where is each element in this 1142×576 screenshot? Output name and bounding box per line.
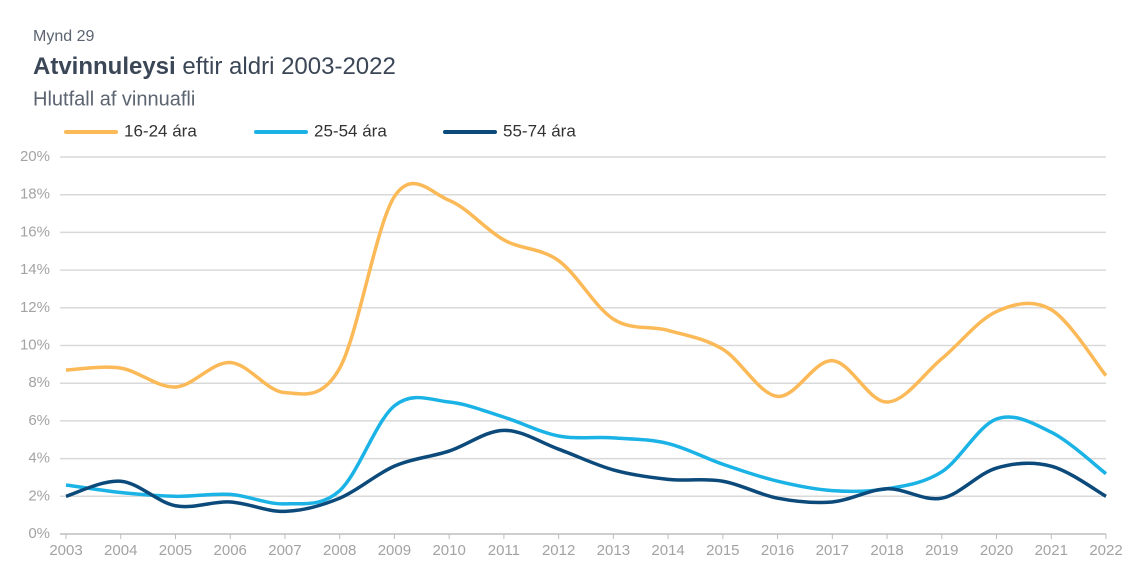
x-tick-label: 2015 (706, 542, 739, 559)
x-tick-label: 2010 (432, 542, 465, 559)
y-tick-label: 10% (20, 336, 50, 353)
x-tick-label: 2007 (268, 542, 301, 559)
x-tick-label: 2021 (1035, 542, 1068, 559)
legend-label: 16-24 ára (124, 121, 197, 140)
x-tick-label: 2016 (761, 542, 794, 559)
y-tick-label: 4% (28, 450, 50, 467)
y-tick-label: 16% (20, 223, 50, 240)
series-line (65, 181, 1108, 404)
x-tick-label: 2020 (980, 542, 1013, 559)
x-tick-label: 2009 (378, 542, 411, 559)
x-tick-label: 2022 (1089, 542, 1122, 559)
x-tick-label: 2004 (104, 542, 137, 559)
series-line (65, 395, 1108, 506)
figure-label: Mynd 29 (33, 28, 94, 45)
chart-subtitle: Hlutfall af vinnuafli (33, 88, 195, 110)
x-tick-label: 2012 (542, 542, 575, 559)
legend-label: 55-74 ára (503, 121, 576, 140)
x-tick-label: 2005 (159, 542, 192, 559)
y-tick-label: 2% (28, 487, 50, 504)
x-tick-label: 2006 (214, 542, 247, 559)
y-tick-label: 14% (20, 261, 50, 278)
y-tick-label: 20% (20, 148, 50, 165)
x-tick-label: 2017 (816, 542, 849, 559)
y-tick-label: 12% (20, 299, 50, 316)
x-tick-label: 2003 (49, 542, 82, 559)
legend-label: 25-54 ára (314, 121, 387, 140)
y-tick-label: 8% (28, 374, 50, 391)
y-tick-label: 0% (28, 525, 50, 542)
series-line (65, 428, 1107, 514)
x-tick-label: 2018 (870, 542, 903, 559)
y-tick-label: 6% (28, 412, 50, 429)
chart-title: Atvinnuleysi eftir aldri 2003-2022 (33, 53, 396, 80)
x-tick-label: 2014 (651, 542, 684, 559)
x-tick-label: 2013 (597, 542, 630, 559)
x-tick-label: 2008 (323, 542, 356, 559)
x-tick-label: 2011 (488, 542, 520, 559)
x-tick-label: 2019 (925, 542, 958, 559)
y-tick-label: 18% (20, 186, 50, 203)
